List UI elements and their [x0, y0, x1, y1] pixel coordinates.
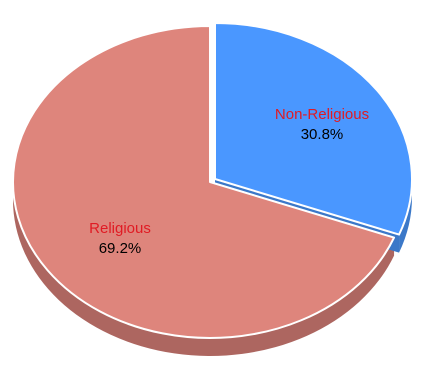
slice-label-religious: Religious — [89, 220, 151, 237]
slice-value-non-religious: 30.8% — [301, 126, 344, 143]
pie-slice-religious — [12, 25, 396, 339]
slice-label-non-religious: Non-Religious — [275, 106, 369, 123]
pie-side-non-religious — [399, 179, 412, 253]
pie-slice-non-religious — [214, 22, 413, 236]
slice-value-religious: 69.2% — [99, 240, 142, 257]
